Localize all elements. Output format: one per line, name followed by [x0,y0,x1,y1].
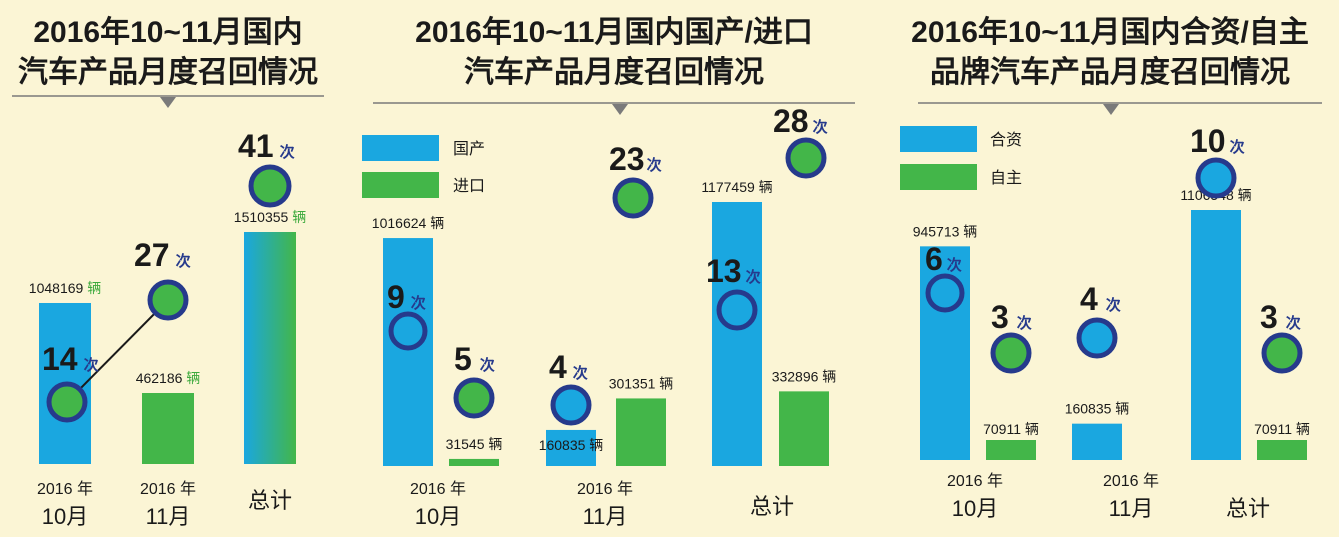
x-label-year-nov: 2016 年 [140,480,196,498]
recall-marker-total [248,164,292,208]
recall-connector-line [66,299,169,403]
bar-value-label-domestic-nov: 160835 辆 [539,437,604,453]
x-label-month-oct: 10月 [952,496,998,521]
bar-value-label-total: 1510355 辆 [234,209,306,225]
bar-domestic-total [712,202,762,466]
bar-value-label-jv-nov: 160835 辆 [1065,401,1130,417]
x-label-total: 总计 [1226,496,1270,521]
legend-swatch-domestic [362,135,439,161]
bar-domestic-oct [383,238,433,466]
bar-nov [142,393,194,464]
bar-value-label-oct: 1048169 辆 [29,280,101,296]
chart-title-line-1: 2016年10~11月国内合资/自主 [911,15,1309,49]
chart-panel-domestic-import: 2016年10~11月国内国产/进口 汽车产品月度召回情况 国产 进口 1016… [362,16,855,529]
chart-title-line-1: 2016年10~11月国内国产/进口 [415,16,813,49]
bar-value-label-import-nov: 301351 辆 [609,375,674,391]
chart-title-line-2: 品牌汽车产品月度召回情况 [930,55,1290,89]
x-label-month-oct: 10月 [415,504,461,529]
recall-marker-own-brand-oct [990,332,1032,374]
recall-marker-import-oct [453,377,495,419]
x-label-year-nov: 2016 年 [1103,472,1159,490]
bar-total [244,232,296,464]
bar-value-label-import-oct: 31545 辆 [446,436,503,452]
bar-import-nov [616,398,666,466]
recall-marker-nov [147,279,189,321]
recall-marker-jv-total [1195,157,1237,199]
recall-count-domestic-total: 13 次 [706,253,761,289]
bar-import-oct [449,458,499,466]
recall-marker-jv-nov [1076,317,1118,359]
legend-label-own-brand: 自主 [990,169,1022,187]
chart-panel-total: 2016年10~11月国内 汽车产品月度召回情况 1048169 辆 46218… [12,16,324,529]
legend-label-domestic: 国产 [453,140,485,158]
x-label-total: 总计 [248,488,292,513]
recall-count-oct: 14 次 [42,341,99,377]
x-label-year-oct: 2016 年 [37,480,93,498]
bar-value-label-own-brand-oct: 70911 辆 [983,421,1039,437]
chart-title-line-2: 汽车产品月度召回情况 [18,55,318,89]
bar-jv-nov [1072,423,1122,460]
bar-import-total [779,391,829,466]
bar-value-label-nov: 462186 辆 [136,370,201,386]
bar-jv-total [1191,210,1241,460]
legend-swatch-import [362,172,439,198]
recall-marker-own-brand-total [1261,332,1303,374]
recall-count-nov: 27 次 [134,237,191,273]
recall-count-import-nov: 23 次 [609,141,662,177]
bar-value-label-domestic-total: 1177459 辆 [701,179,772,195]
recall-marker-import-nov [612,177,654,219]
legend-label-jv: 合资 [990,131,1022,149]
chart-title-line-2: 汽车产品月度召回情况 [464,55,764,89]
bar-value-label-own-brand-total: 70911 辆 [1254,421,1310,437]
recall-count-total: 41 次 [238,128,295,164]
x-label-month-oct: 10月 [42,504,88,529]
bar-value-label-jv-oct: 945713 辆 [913,223,978,239]
recall-marker-jv-oct [925,273,965,313]
chart-panel-jv-domestic-brand: 2016年10~11月国内合资/自主 品牌汽车产品月度召回情况 合资 自主 94… [900,15,1322,521]
recall-marker-oct [46,381,88,423]
x-label-year-nov: 2016 年 [577,480,633,498]
bar-value-label-import-total: 332896 辆 [772,368,837,384]
recall-marker-domestic-nov [550,384,592,426]
recall-count-jv-total: 10 次 [1190,123,1245,159]
legend-swatch-own-brand [900,164,977,190]
x-label-month-nov: 11月 [1109,496,1154,521]
legend-swatch-jv [900,126,977,152]
recall-count-import-total: 28 次 [773,103,828,139]
recall-marker-domestic-oct [388,311,428,351]
bar-value-label-domestic-oct: 1016624 辆 [372,215,444,231]
x-label-year-oct: 2016 年 [947,472,1003,490]
title-divider-pointer [1103,104,1119,115]
bar-own-brand-oct [986,440,1036,460]
title-divider-pointer [612,104,628,115]
recall-marker-import-total [785,137,827,179]
title-divider-pointer [160,97,176,108]
bar-domestic-nov [546,429,596,466]
bar-own-brand-total [1257,440,1307,460]
x-label-month-nov: 11月 [583,504,628,529]
chart-title-line-1: 2016年10~11月国内 [33,16,302,49]
x-label-year-oct: 2016 年 [410,480,466,498]
recall-marker-domestic-total [716,289,758,331]
x-label-month-nov: 11月 [146,504,191,529]
x-label-total: 总计 [750,494,794,519]
legend-label-import: 进口 [453,177,485,195]
